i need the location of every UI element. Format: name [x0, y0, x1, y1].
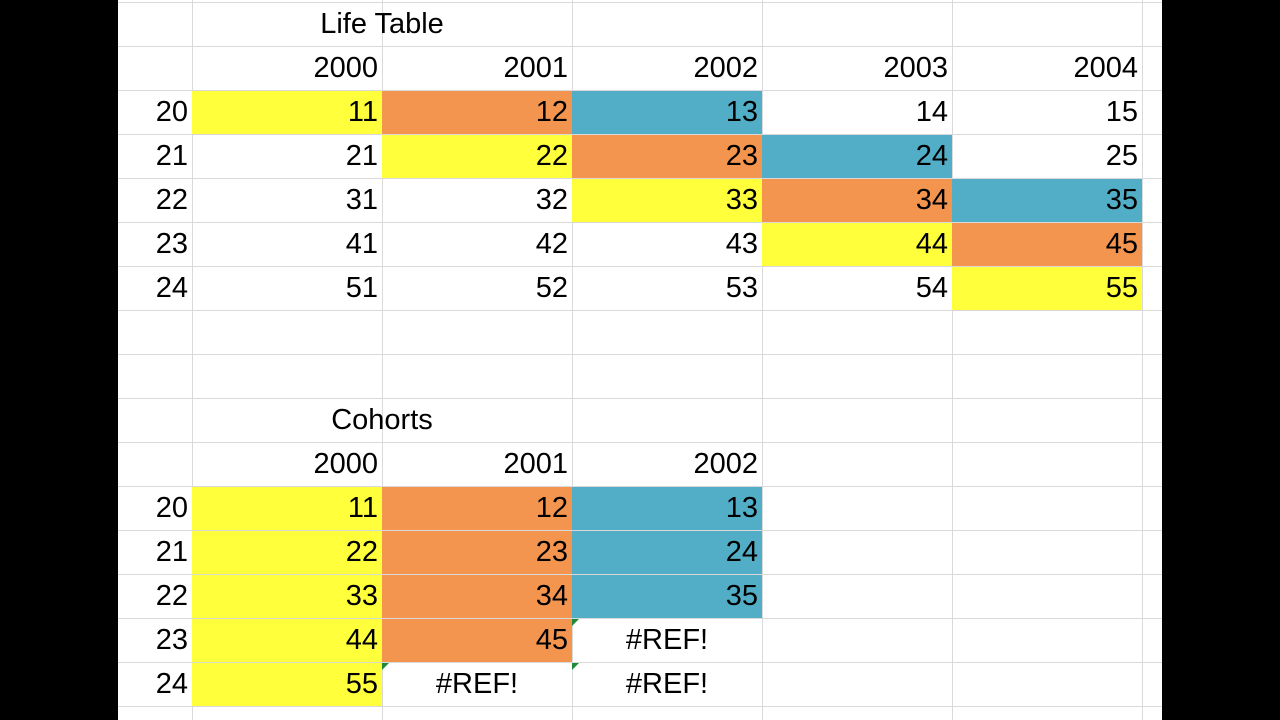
cohorts-title[interactable]: Cohorts: [331, 404, 433, 436]
year-header[interactable]: 2002: [693, 52, 758, 84]
value-cell[interactable]: 24: [572, 531, 762, 574]
error-indicator-icon: [382, 663, 389, 670]
row-gridline: [118, 530, 1162, 531]
column-gridline: [1142, 0, 1143, 720]
row-gridline: [118, 442, 1162, 443]
year-header[interactable]: 2001: [503, 448, 568, 480]
ref-error-cell[interactable]: #REF!: [572, 619, 762, 662]
ref-error-cell[interactable]: #REF!: [572, 663, 762, 706]
year-header[interactable]: 2004: [1073, 52, 1138, 84]
column-gridline: [952, 0, 953, 720]
value-cell[interactable]: 11: [192, 91, 382, 134]
row-gridline: [118, 398, 1162, 399]
row-gridline: [118, 266, 1162, 267]
error-indicator-icon: [572, 619, 579, 626]
spreadsheet-area[interactable]: Life Table 2000 2001 2002 2003 2004 20 11 12 13 14…: [118, 0, 1162, 720]
life-table-title[interactable]: Life Table: [320, 8, 444, 40]
value-cell[interactable]: 41: [345, 228, 378, 260]
row-gridline: [118, 2, 1162, 3]
value-cell[interactable]: 25: [1105, 140, 1138, 172]
value-cell[interactable]: 55: [192, 663, 382, 706]
value-cell[interactable]: 44: [762, 223, 952, 266]
value-cell[interactable]: 33: [572, 179, 762, 222]
value-cell[interactable]: 12: [382, 487, 572, 530]
value-cell[interactable]: 24: [762, 135, 952, 178]
value-cell[interactable]: 54: [915, 272, 948, 304]
year-header[interactable]: 2002: [693, 448, 758, 480]
value-cell[interactable]: 44: [192, 619, 382, 662]
value-cell[interactable]: 35: [572, 575, 762, 618]
value-cell[interactable]: 52: [535, 272, 568, 304]
value-cell[interactable]: 45: [952, 223, 1142, 266]
column-gridline: [382, 0, 383, 720]
row-gridline: [118, 706, 1162, 707]
age-label[interactable]: 23: [155, 624, 188, 656]
value-cell[interactable]: 43: [725, 228, 758, 260]
value-cell[interactable]: 11: [192, 487, 382, 530]
value-cell[interactable]: 22: [192, 531, 382, 574]
value-cell[interactable]: 34: [762, 179, 952, 222]
value-cell[interactable]: 22: [382, 135, 572, 178]
error-indicator-icon: [572, 663, 579, 670]
value-cell[interactable]: 12: [382, 91, 572, 134]
value-cell[interactable]: 33: [192, 575, 382, 618]
row-gridline: [118, 46, 1162, 47]
age-label[interactable]: 21: [155, 140, 188, 172]
ref-error-cell[interactable]: #REF!: [382, 663, 572, 706]
value-cell[interactable]: 42: [535, 228, 568, 260]
value-cell[interactable]: 34: [382, 575, 572, 618]
value-cell[interactable]: 23: [382, 531, 572, 574]
year-header[interactable]: 2001: [503, 52, 568, 84]
value-cell[interactable]: 35: [952, 179, 1142, 222]
value-cell[interactable]: 23: [572, 135, 762, 178]
value-cell[interactable]: 45: [382, 619, 572, 662]
value-cell[interactable]: 13: [572, 487, 762, 530]
age-label[interactable]: 21: [155, 536, 188, 568]
value-cell[interactable]: 31: [345, 184, 378, 216]
row-gridline: [118, 310, 1162, 311]
row-gridline: [118, 354, 1162, 355]
column-gridline: [192, 0, 193, 720]
row-gridline: [118, 134, 1162, 135]
value-cell[interactable]: 15: [1105, 96, 1138, 128]
year-header[interactable]: 2000: [313, 448, 378, 480]
column-gridline: [572, 0, 573, 720]
year-header[interactable]: 2000: [313, 52, 378, 84]
age-label[interactable]: 24: [155, 668, 188, 700]
value-cell[interactable]: 14: [915, 96, 948, 128]
year-header[interactable]: 2003: [883, 52, 948, 84]
row-gridline: [118, 90, 1162, 91]
row-gridline: [118, 618, 1162, 619]
age-label[interactable]: 22: [155, 580, 188, 612]
value-cell[interactable]: 53: [725, 272, 758, 304]
value-cell[interactable]: 32: [535, 184, 568, 216]
value-cell[interactable]: 55: [952, 267, 1142, 310]
row-gridline: [118, 486, 1162, 487]
row-gridline: [118, 574, 1162, 575]
row-gridline: [118, 662, 1162, 663]
age-label[interactable]: 22: [155, 184, 188, 216]
age-label[interactable]: 20: [155, 96, 188, 128]
value-cell[interactable]: 13: [572, 91, 762, 134]
age-label[interactable]: 24: [155, 272, 188, 304]
value-cell[interactable]: 21: [345, 140, 378, 172]
row-gridline: [118, 178, 1162, 179]
row-gridline: [118, 222, 1162, 223]
age-label[interactable]: 23: [155, 228, 188, 260]
value-cell[interactable]: 51: [345, 272, 378, 304]
age-label[interactable]: 20: [155, 492, 188, 524]
column-gridline: [762, 0, 763, 720]
